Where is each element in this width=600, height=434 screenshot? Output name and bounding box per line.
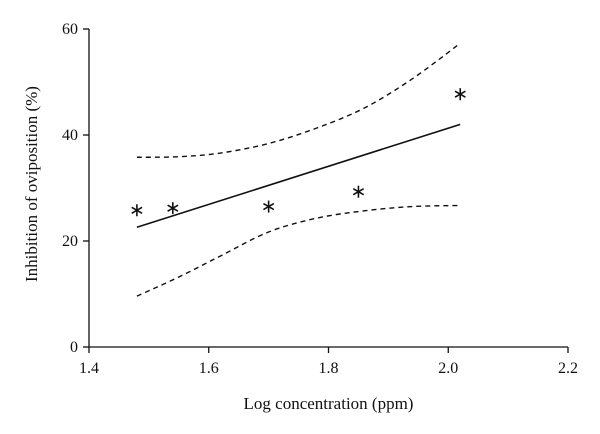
data-point <box>352 185 365 198</box>
upper-confidence-band <box>136 42 461 158</box>
data-point <box>167 202 179 215</box>
x-tick-label: 1.6 <box>199 360 219 377</box>
y-tick-label: 20 <box>62 233 78 250</box>
lower-confidence-band <box>136 204 461 297</box>
x-axis-label: Log concentration (ppm) <box>244 394 414 413</box>
y-tick-label: 0 <box>70 339 78 356</box>
x-tick-label: 1.8 <box>319 360 339 377</box>
x-tick-label: 2.2 <box>558 360 578 377</box>
y-tick-label: 60 <box>62 21 78 38</box>
x-tick-label: 2.0 <box>438 360 458 377</box>
x-tick-label: 1.4 <box>79 360 99 377</box>
y-tick-label: 40 <box>62 127 78 144</box>
regression-line <box>136 123 461 228</box>
data-point <box>454 88 466 101</box>
plot-area <box>131 42 466 297</box>
data-point <box>131 204 143 217</box>
data-point <box>263 200 275 213</box>
y-axis-label: Inhibition of oviposition (%) <box>22 86 41 282</box>
axes: 1.4 1.6 1.8 2.0 2.2 0 20 40 60 <box>62 21 578 377</box>
